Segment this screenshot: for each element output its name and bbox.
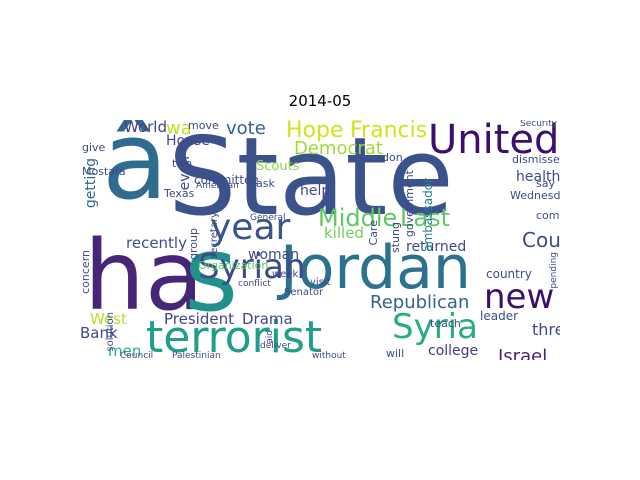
word-united: United — [428, 120, 560, 163]
word-dismissed: dismissed — [512, 153, 560, 166]
word-francis: Francis — [350, 120, 428, 143]
word-terrorist: terrorist — [146, 312, 323, 360]
word-give: give — [82, 141, 106, 154]
word-committee: committee — [194, 173, 259, 187]
word-a-circumflex: â — [102, 120, 169, 224]
word-wa: wa — [166, 120, 192, 139]
word-new: new — [484, 277, 555, 317]
word-scouts: Scouts — [256, 159, 300, 174]
word-secretary: secretary — [209, 212, 220, 259]
word-world: World — [124, 120, 167, 136]
word-leader: leader — [480, 309, 519, 323]
word-vote: vote — [226, 120, 266, 139]
word-don: don — [382, 151, 403, 164]
word-hope: Hope — [286, 120, 344, 143]
word-deliver: deliver — [260, 341, 291, 351]
word-health: health — [516, 169, 560, 185]
word-democrat: Democrat — [294, 138, 383, 159]
word-syrian: Syrian — [198, 247, 306, 287]
word-wednesday: Wednesday — [510, 189, 560, 202]
word-returned: returned — [406, 239, 467, 255]
word-move: move — [188, 120, 219, 132]
word-college: college — [428, 343, 479, 359]
word-last: Last — [400, 204, 450, 232]
word-ha: ha — [84, 220, 204, 332]
word-visit: visit — [310, 277, 331, 288]
word-palestinian: Palestinian — [172, 351, 221, 361]
word-council: Council — [120, 351, 154, 361]
word-house: House — [166, 133, 210, 149]
word-recently: recently — [126, 234, 187, 252]
word-men: men — [108, 342, 142, 360]
word-organization: Organization — [198, 259, 269, 272]
word-ambassador: ambassador — [421, 178, 435, 252]
word-syria: Syria — [392, 307, 478, 347]
word-mostafa: Mostafa — [82, 165, 126, 178]
word-bank: Bank — [80, 324, 118, 342]
word-west: West — [90, 310, 127, 328]
word-ask: ask — [256, 177, 275, 190]
figure-title: 2014-05 — [288, 92, 352, 110]
word-s: s — [184, 213, 239, 335]
word-middle: Middle — [318, 204, 398, 232]
word-jordan: Jordan — [280, 233, 471, 303]
word-general: General — [250, 213, 286, 223]
word-care: Care — [367, 220, 380, 246]
word-country: country — [486, 267, 532, 281]
word-israel: Israel — [498, 346, 548, 361]
word-stung: stung — [389, 222, 402, 253]
word-will: will — [386, 347, 405, 360]
word-three: three — [532, 320, 560, 339]
word-without: without — [312, 351, 346, 361]
word-senator: Senator — [284, 287, 324, 298]
word-woman: woman — [248, 247, 300, 263]
word-american: American — [196, 181, 239, 191]
word-two: two — [172, 157, 193, 170]
word-court: Court — [522, 228, 560, 252]
word-cloud: State â ha s Jordan United terrorist yea… — [80, 120, 560, 360]
word-security: Security — [520, 120, 557, 129]
word-group: group — [187, 228, 200, 260]
word-week: week — [272, 269, 299, 280]
word-year: year — [210, 207, 291, 248]
word-teach: teach — [430, 317, 461, 330]
word-killed: killed — [324, 224, 364, 242]
word-conflict: conflict — [238, 279, 271, 289]
word-president: President — [164, 310, 234, 328]
word-republican: Republican — [370, 292, 470, 313]
word-concern: concern — [80, 250, 92, 294]
word-solution: solution — [105, 312, 116, 352]
word-drama: Drama — [242, 310, 293, 328]
word-government: government — [403, 170, 416, 238]
word-say: say — [536, 177, 555, 190]
word-coming: coming — [536, 209, 560, 222]
word-state: State — [168, 120, 454, 240]
word-texas: Texas — [164, 187, 195, 200]
word-pending: pending — [549, 252, 559, 289]
word-help: help — [300, 183, 331, 199]
